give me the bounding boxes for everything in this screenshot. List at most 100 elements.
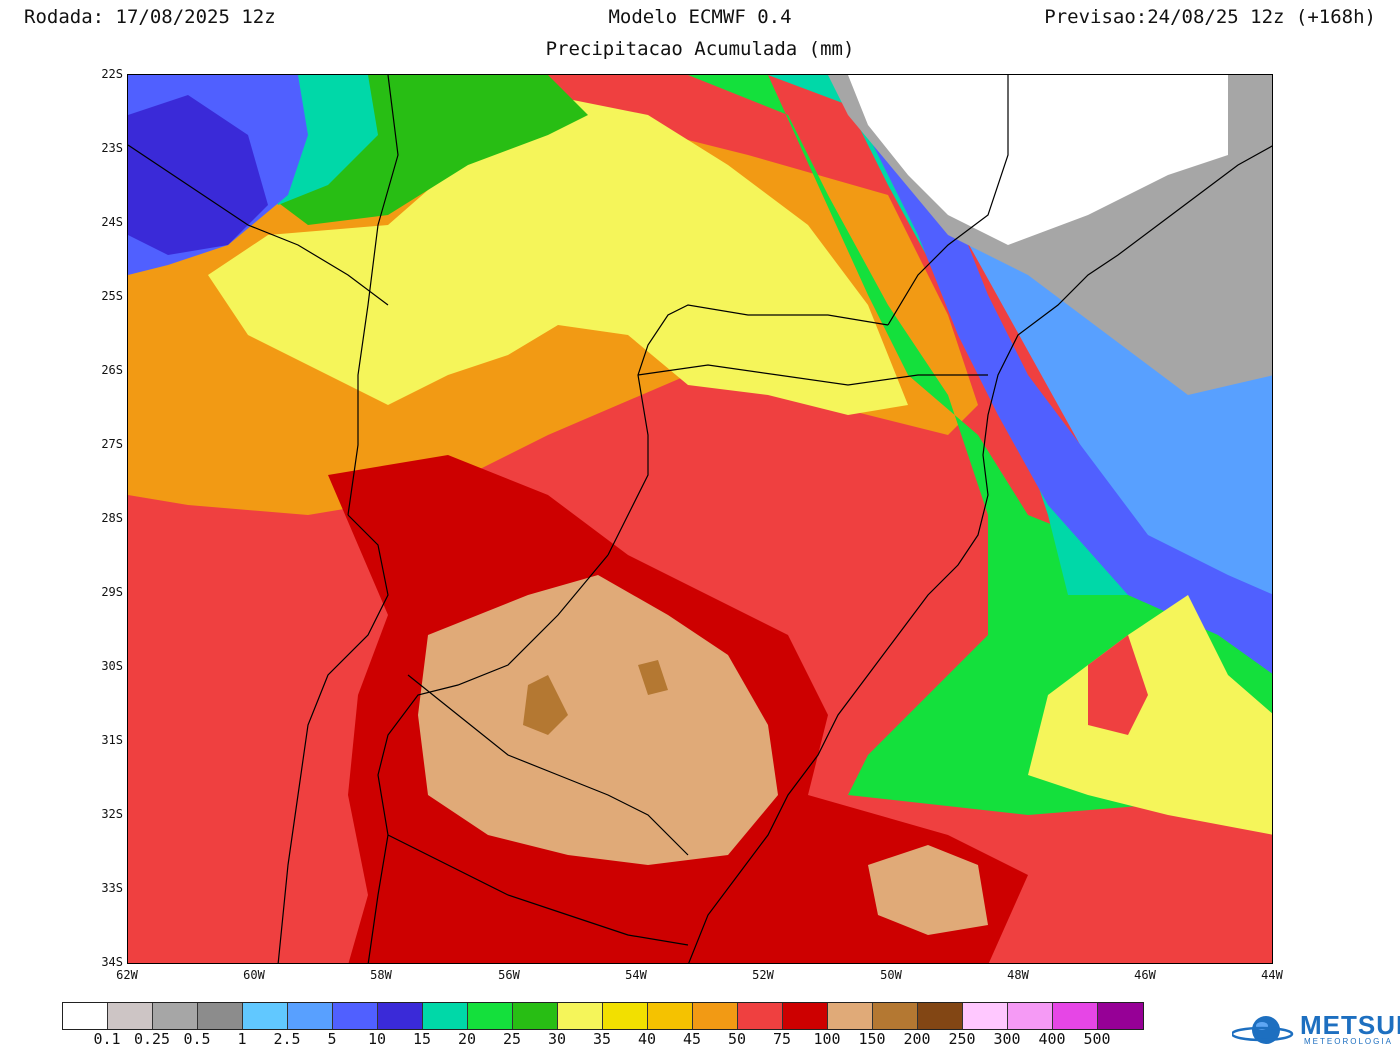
lat-label: 31S xyxy=(101,733,123,747)
legend-label: 25 xyxy=(502,1030,522,1048)
legend-label: 35 xyxy=(592,1030,612,1048)
field-yellow-ocean xyxy=(1028,595,1272,835)
legend-swatch xyxy=(1098,1003,1143,1029)
legend-swatch xyxy=(558,1003,603,1029)
legend-label: 1 xyxy=(237,1030,247,1048)
field-green-east xyxy=(688,75,1272,815)
legend-label: 250 xyxy=(948,1030,976,1048)
precipitation-field xyxy=(128,75,1272,963)
lat-label: 29S xyxy=(101,585,123,599)
field-yellow-north xyxy=(208,95,908,415)
border-state-north xyxy=(607,304,889,556)
logo-subtitle: METEOROLOGIA xyxy=(1304,1037,1393,1046)
legend-label: 500 xyxy=(1083,1030,1111,1048)
legend-swatch xyxy=(783,1003,828,1029)
legend-label: 20 xyxy=(457,1030,477,1048)
border-lines xyxy=(128,75,1272,963)
lat-label: 32S xyxy=(101,807,123,821)
legend-colorbar xyxy=(62,1002,1144,1030)
legend-label: 150 xyxy=(858,1030,886,1048)
legend-swatch xyxy=(1053,1003,1098,1029)
precipitation-map xyxy=(127,74,1273,964)
legend-swatch xyxy=(198,1003,243,1029)
border-internal-1 xyxy=(407,674,689,856)
field-brown-spot-2 xyxy=(638,660,668,695)
field-blue-coast xyxy=(868,115,1272,674)
lon-label: 58W xyxy=(370,968,392,982)
border-rivers-west xyxy=(128,144,389,306)
border-paraguay xyxy=(347,75,399,516)
legend-label: 45 xyxy=(682,1030,702,1048)
legend-label: 400 xyxy=(1038,1030,1066,1048)
border-uruguay-brazil xyxy=(367,554,609,963)
run-label: Rodada: 17/08/2025 12z xyxy=(24,6,276,28)
logo-name: METSUL xyxy=(1300,1010,1400,1040)
metsul-logo: METSUL METEOROLOGIA xyxy=(1232,1008,1400,1048)
lon-label: 44W xyxy=(1261,968,1283,982)
legend-swatch xyxy=(378,1003,423,1029)
lon-label: 54W xyxy=(625,968,647,982)
legend-swatch xyxy=(63,1003,108,1029)
border-internal-2 xyxy=(387,834,689,946)
legend-swatch xyxy=(828,1003,873,1029)
lon-label: 48W xyxy=(1007,968,1029,982)
border-argentina xyxy=(277,514,389,963)
legend-label: 2.5 xyxy=(273,1030,301,1048)
lon-label: 50W xyxy=(880,968,902,982)
legend-label: 75 xyxy=(772,1030,792,1048)
legend-swatch xyxy=(693,1003,738,1029)
legend-label: 0.25 xyxy=(133,1030,171,1048)
legend-label: 30 xyxy=(547,1030,567,1048)
legend-label: 40 xyxy=(637,1030,657,1048)
lat-label: 26S xyxy=(101,363,123,377)
field-tan-core xyxy=(418,575,778,865)
lat-label: 33S xyxy=(101,881,123,895)
legend-swatch xyxy=(288,1003,333,1029)
lat-label: 34S xyxy=(101,955,123,969)
forecast-label: Previsao:24/08/25 12z (+168h) xyxy=(1044,6,1376,28)
legend-swatch xyxy=(918,1003,963,1029)
legend-swatch xyxy=(603,1003,648,1029)
field-red-ocean xyxy=(1088,635,1148,735)
lat-label: 22S xyxy=(101,67,123,81)
legend-label: 300 xyxy=(993,1030,1021,1048)
lat-label: 25S xyxy=(101,289,123,303)
legend-label: 0.5 xyxy=(183,1030,211,1048)
legend-swatch xyxy=(243,1003,288,1029)
coastline xyxy=(688,145,1272,963)
lon-label: 62W xyxy=(116,968,138,982)
field-white-northeast xyxy=(848,75,1228,245)
model-label: Modelo ECMWF 0.4 xyxy=(608,6,792,28)
lat-label: 23S xyxy=(101,141,123,155)
legend-label: 0.1 xyxy=(93,1030,121,1048)
legend-label: 10 xyxy=(367,1030,387,1048)
legend-swatch xyxy=(333,1003,378,1029)
lat-label: 24S xyxy=(101,215,123,229)
legend-swatch xyxy=(108,1003,153,1029)
lon-label: 60W xyxy=(243,968,265,982)
legend-swatch xyxy=(513,1003,558,1029)
lat-label: 28S xyxy=(101,511,123,525)
legend-label: 5 xyxy=(327,1030,337,1048)
legend-label: 50 xyxy=(727,1030,747,1048)
legend-label: 15 xyxy=(412,1030,432,1048)
lat-label: 27S xyxy=(101,437,123,451)
lon-label: 46W xyxy=(1134,968,1156,982)
legend-swatch xyxy=(648,1003,693,1029)
legend-swatch xyxy=(1008,1003,1053,1029)
globe-icon xyxy=(1232,1016,1294,1044)
lat-label: 30S xyxy=(101,659,123,673)
field-brown-spot-1 xyxy=(523,675,568,735)
border-northeast xyxy=(887,75,1009,326)
legend-swatch xyxy=(738,1003,783,1029)
legend-swatch xyxy=(423,1003,468,1029)
border-state-middle xyxy=(637,364,988,386)
field-tan-southeast xyxy=(868,845,988,935)
lon-label: 52W xyxy=(752,968,774,982)
legend-label: 200 xyxy=(903,1030,931,1048)
legend-swatch xyxy=(873,1003,918,1029)
product-label: Precipitacao Acumulada (mm) xyxy=(545,38,855,60)
lon-label: 56W xyxy=(498,968,520,982)
legend-swatch xyxy=(153,1003,198,1029)
legend-swatch xyxy=(963,1003,1008,1029)
